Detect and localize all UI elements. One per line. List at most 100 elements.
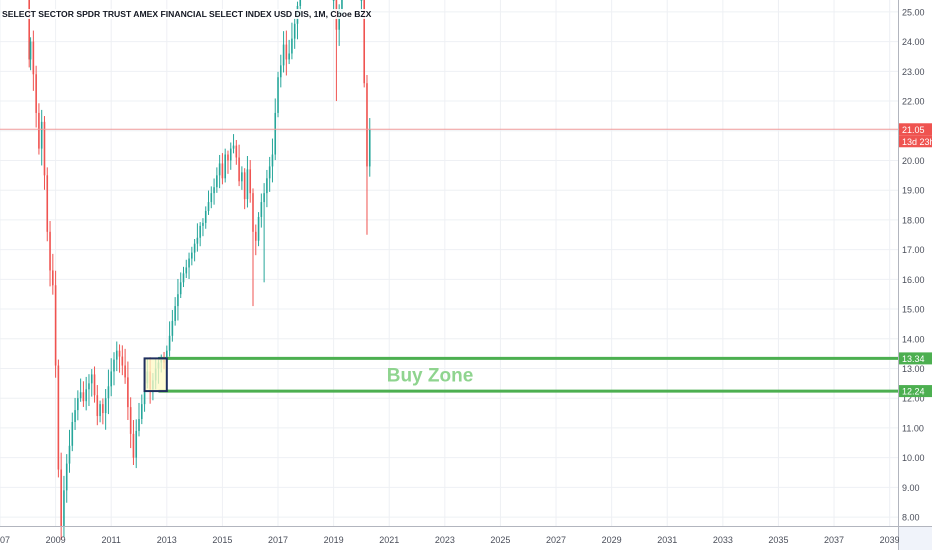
y-tick-label: 22.00: [902, 97, 925, 107]
candle-body: [291, 38, 293, 54]
candle-body: [221, 163, 224, 179]
candle-body: [235, 145, 238, 158]
x-tick-label: 2039: [880, 535, 900, 545]
candle-body: [368, 129, 371, 167]
candle-body: [196, 237, 199, 244]
last-price-tag-bg: [899, 123, 932, 136]
candle-body: [188, 258, 190, 268]
candle-body: [118, 350, 121, 357]
countdown-tag-bg: [899, 135, 932, 148]
candle-body: [271, 154, 274, 167]
candle-body: [65, 463, 68, 491]
x-tick-label: 2025: [490, 535, 510, 545]
candle-body: [232, 145, 235, 149]
highlight-box: [143, 357, 168, 393]
candle-body: [88, 383, 90, 390]
candle-body: [360, 0, 363, 1]
candle-body: [57, 365, 60, 470]
y-tick-label: 8.00: [902, 513, 920, 523]
candle-body: [168, 335, 171, 351]
x-tick-label: 2035: [768, 535, 788, 545]
candle-body: [49, 231, 51, 271]
candle-body: [52, 270, 54, 286]
candle-body: [213, 187, 215, 194]
candle-body: [166, 350, 168, 363]
zone-lower-tag-bg: [899, 385, 932, 398]
zone-upper-tag-bg: [899, 352, 932, 365]
candle-body: [341, 0, 343, 9]
candle-body: [138, 419, 140, 431]
y-tick-label: 17.00: [902, 245, 925, 255]
candle-body: [182, 273, 185, 283]
candle-body: [96, 395, 99, 417]
candle-body: [246, 169, 249, 200]
candle-body: [185, 267, 188, 274]
y-tick-label: 12.00: [902, 394, 925, 404]
candle-body: [127, 377, 129, 408]
candle-body: [107, 386, 110, 399]
candle-body: [77, 398, 79, 411]
candle-body: [249, 169, 252, 194]
candle-body: [241, 172, 243, 182]
candle-body: [68, 445, 71, 464]
candle-body: [238, 157, 240, 182]
candle-body: [90, 374, 93, 384]
candle-body: [179, 282, 182, 295]
y-tick-label: 16.00: [902, 275, 925, 285]
x-tick-label: 2019: [324, 535, 344, 545]
candle-body: [363, 0, 366, 84]
x-tick-label: 2009: [46, 535, 66, 545]
candle-body: [191, 252, 193, 259]
x-tick-label: 2029: [602, 535, 622, 545]
candle-body: [54, 285, 57, 366]
y-tick-label: 13.00: [902, 364, 925, 374]
candle-body: [263, 193, 265, 203]
candle-body: [338, 8, 340, 30]
candle-body: [288, 53, 290, 60]
candle-body: [227, 154, 229, 161]
candle-body: [279, 65, 282, 78]
candle-body: [193, 243, 196, 253]
candle-body: [124, 365, 126, 378]
candle-body: [60, 469, 62, 526]
candle-body: [268, 166, 271, 179]
candle-body: [115, 350, 118, 360]
candle-body: [229, 148, 232, 161]
candle-body: [254, 231, 257, 241]
candle-body: [299, 0, 302, 6]
candle-body: [293, 23, 296, 39]
x-tick-label: 2037: [824, 535, 844, 545]
x-tick-label: 2013: [157, 535, 177, 545]
y-tick-label: 20.00: [902, 156, 925, 166]
candle-body: [35, 74, 37, 113]
chart-title: SELECT SECTOR SPDR TRUST AMEX FINANCIAL …: [2, 9, 372, 19]
candle-body: [85, 389, 87, 402]
x-tick-label: 2015: [212, 535, 232, 545]
candle-body: [63, 490, 65, 526]
candle-body: [38, 112, 40, 149]
x-tick-label: 2027: [546, 535, 566, 545]
candle-body: [71, 421, 74, 446]
candle-body: [207, 202, 210, 211]
y-tick-label: 14.00: [902, 334, 925, 344]
candle-body: [266, 178, 268, 194]
candle-body: [243, 172, 246, 200]
candle-body: [29, 41, 32, 60]
candle-body: [43, 121, 46, 176]
candle-body: [171, 320, 174, 336]
candle-body: [79, 392, 82, 399]
x-tick-label: 2007: [0, 535, 10, 545]
y-tick-label: 25.00: [902, 7, 925, 17]
candle-body: [202, 222, 204, 226]
candle-body: [224, 154, 226, 179]
countdown-tag: 13d 23h: [902, 137, 932, 147]
candle-body: [257, 216, 260, 241]
y-tick-label: 24.00: [902, 37, 925, 47]
candle-body: [260, 202, 263, 217]
candle-body: [366, 83, 368, 167]
candle-body: [332, 0, 335, 1]
y-tick-label: 18.00: [902, 215, 925, 225]
candle-body: [216, 175, 218, 188]
candle-body: [204, 210, 207, 223]
